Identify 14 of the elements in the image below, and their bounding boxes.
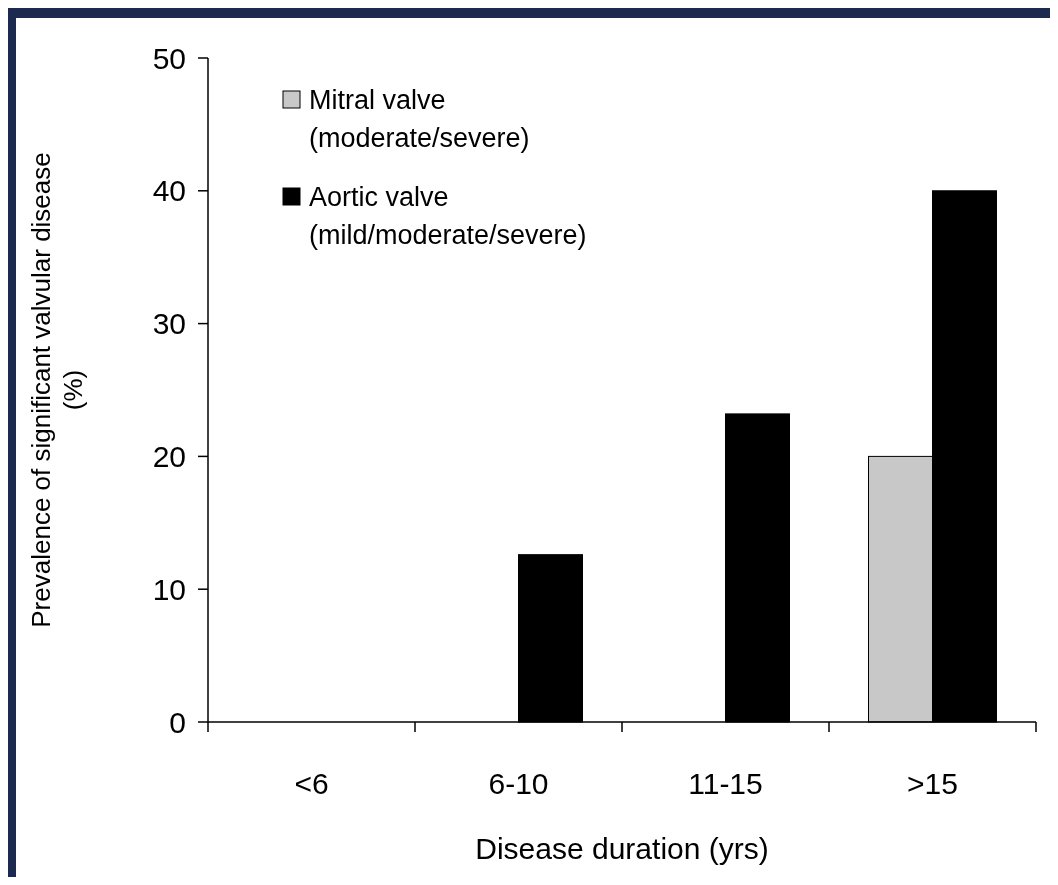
y-tick-label: 0 [169, 705, 186, 739]
x-tick-label: 6-10 [488, 767, 549, 800]
x-axis-title: Disease duration (yrs) [475, 832, 769, 865]
y-tick-label: 20 [152, 439, 186, 473]
x-tick-label: <6 [294, 767, 329, 800]
x-tick-label: 11-15 [688, 767, 763, 800]
legend-label: Mitral valve (moderate/severe) [309, 85, 530, 154]
x-tick-label: >15 [907, 767, 958, 800]
y-tick-label: 40 [152, 174, 186, 208]
y-tick-label: 50 [152, 41, 186, 75]
y-tick-label: 10 [152, 572, 186, 606]
y-tick-label: 30 [152, 307, 186, 341]
y-axis-title: Prevalence of significant valvular disease (%) [26, 152, 88, 628]
legend-label: Aortic valve (mild/moderate/severe) [309, 182, 587, 251]
